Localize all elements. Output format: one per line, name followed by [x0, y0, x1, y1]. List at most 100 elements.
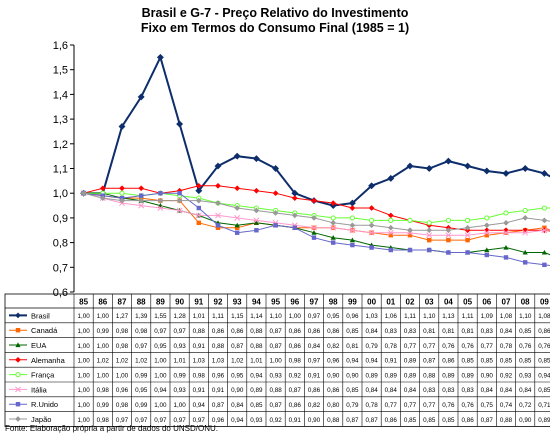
data-point-marker — [426, 247, 432, 253]
data-point-marker — [80, 190, 87, 197]
data-label: 0,85 — [461, 358, 474, 365]
data-label: 0,86 — [538, 328, 550, 335]
data-label: 1,10 — [269, 313, 282, 320]
data-label: 0,84 — [308, 343, 321, 350]
data-label: 0,90 — [327, 372, 340, 379]
data-point-marker — [311, 197, 317, 204]
y-tick-label: 1,6 — [53, 40, 68, 52]
series-lines — [80, 53, 550, 268]
data-point-marker — [137, 93, 145, 101]
data-point-marker — [484, 215, 490, 221]
data-point-marker — [15, 356, 21, 363]
data-point-marker — [252, 155, 260, 163]
data-label: 0,85 — [500, 358, 513, 365]
data-point-marker — [234, 225, 240, 230]
data-point-marker — [445, 227, 452, 234]
x-tick-label: 85 — [79, 298, 88, 307]
data-label: 0,94 — [193, 402, 206, 409]
data-label: 0,74 — [500, 402, 513, 409]
data-point-marker — [15, 342, 21, 348]
data-label: 1,15 — [231, 313, 244, 320]
data-label: 0,96 — [212, 372, 225, 379]
data-point-marker — [387, 212, 394, 219]
x-tick-label: 00 — [367, 298, 376, 307]
data-point-marker — [540, 169, 548, 177]
series-it-lia — [80, 190, 550, 239]
data-label: 0,98 — [97, 387, 110, 394]
data-label: 0,88 — [423, 372, 436, 379]
data-label: 0,76 — [442, 343, 455, 350]
y-tick-label: 1,2 — [53, 139, 68, 151]
data-point-marker — [118, 122, 126, 131]
data-label: 0,80 — [327, 402, 340, 409]
data-point-marker — [234, 185, 241, 192]
data-label: 1,00 — [97, 372, 110, 379]
data-point-marker — [426, 227, 433, 234]
data-point-marker — [465, 250, 470, 255]
series-line — [83, 192, 550, 236]
data-label: 1,14 — [250, 313, 263, 320]
y-tick-label: 1,3 — [53, 114, 68, 126]
data-point-marker — [388, 217, 394, 223]
data-label: 0,99 — [173, 372, 186, 379]
data-point-marker — [350, 242, 355, 248]
data-label: 0,71 — [538, 402, 550, 409]
data-point-marker — [484, 232, 490, 238]
data-label: 1,01 — [173, 358, 186, 365]
data-point-marker — [253, 187, 260, 194]
data-label: 0,95 — [231, 372, 244, 379]
data-label: 1,01 — [250, 358, 263, 365]
data-point-marker — [195, 187, 203, 195]
data-point-marker — [388, 232, 394, 238]
data-point-marker — [368, 222, 375, 229]
data-label: 1,00 — [77, 417, 90, 424]
data-label: 0,93 — [250, 417, 263, 424]
data-label: 0,86 — [289, 328, 302, 335]
data-label: 0,98 — [97, 417, 110, 424]
data-label: 0,89 — [385, 372, 398, 379]
data-point-marker — [330, 240, 336, 245]
data-label: 0,77 — [404, 343, 417, 350]
legend-entry: Itália — [31, 385, 48, 394]
data-label: 0,87 — [289, 387, 302, 394]
y-tick-label: 0,7 — [53, 262, 68, 274]
data-point-marker — [292, 225, 298, 230]
data-label: 0,78 — [500, 343, 513, 350]
data-label: 0,97 — [135, 417, 148, 424]
series-line — [83, 192, 550, 231]
series-line — [83, 192, 550, 256]
data-label: 1,00 — [77, 343, 90, 350]
data-point-marker — [407, 227, 413, 234]
data-label: 0,95 — [327, 313, 340, 320]
data-point-marker — [272, 164, 280, 173]
data-label: 0,97 — [135, 343, 148, 350]
x-tick-label: 86 — [98, 298, 107, 307]
data-label: 0,77 — [404, 402, 417, 409]
data-point-marker — [158, 190, 163, 196]
data-point-marker — [387, 174, 395, 182]
y-tick-label: 0,6 — [53, 287, 68, 299]
data-point-marker — [407, 217, 413, 223]
data-label: 1,28 — [173, 313, 186, 320]
data-label: 0,92 — [500, 372, 513, 379]
data-point-marker — [234, 214, 241, 221]
table-row: EUA 1,00 1,00 0,98 0,97 0,95 0,93 0,91 0,88 0,87 0… — [9, 341, 550, 350]
data-label: 0,95 — [154, 343, 167, 350]
data-label: 0,83 — [423, 387, 436, 394]
data-point-marker — [311, 214, 317, 221]
data-point-marker — [195, 197, 202, 204]
table-row: R.Unido 1,00 0,99 0,98 0,99 1,00 1,00 0,94 0,87 0… — [9, 400, 550, 409]
data-label: 1,00 — [116, 372, 129, 379]
data-label: 0,84 — [500, 328, 513, 335]
x-tick-label: 02 — [406, 298, 415, 307]
data-label: 0,91 — [193, 343, 206, 350]
data-label: 0,95 — [135, 387, 148, 394]
data-point-marker — [99, 195, 106, 202]
data-label: 1,02 — [97, 358, 110, 365]
data-point-marker — [311, 230, 317, 235]
legend-entry: Brasil — [31, 311, 50, 320]
data-point-marker — [311, 235, 317, 240]
data-label: 1,00 — [77, 387, 90, 394]
data-label: 0,94 — [231, 417, 244, 424]
data-point-marker — [138, 197, 145, 204]
